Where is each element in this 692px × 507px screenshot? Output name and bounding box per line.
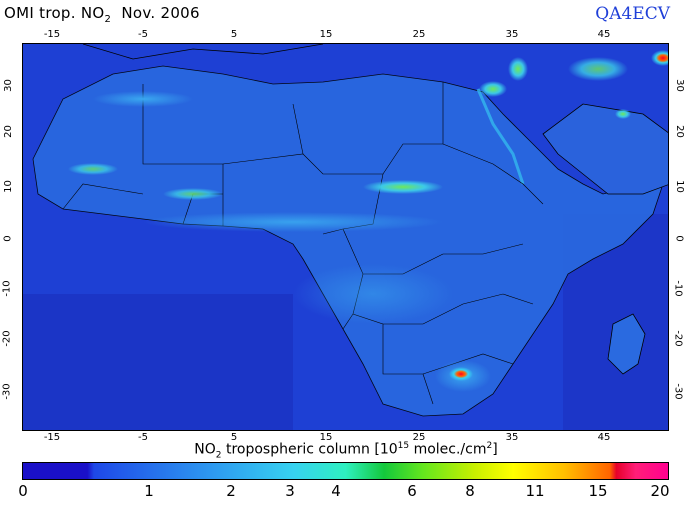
colorbar [22,462,669,480]
colorbar-tick: 11 [525,482,545,500]
west-sahel-hotspot [163,188,223,200]
lon-tick-bottom: 35 [505,432,519,443]
lat-tick-left: 20 [2,125,14,138]
lon-tick-bottom: 45 [597,432,611,443]
lat-tick-right: -20 [672,330,684,347]
lat-tick-right: 10 [673,180,685,193]
cb-label-end: ] [492,441,498,458]
lat-tick-right: 0 [673,235,685,242]
cb-label-no: NO [194,441,216,458]
lat-tick-left: 10 [2,180,14,193]
colorbar-tick: 20 [650,482,670,500]
madagascar [607,313,646,375]
cb-label-sub: 2 [215,450,222,461]
lat-tick-right: 30 [673,79,685,92]
lon-tick-bottom: 5 [230,432,238,443]
europe-coastline [82,44,324,60]
lat-tick-right: -10 [672,280,684,297]
senegal-hotspot [68,163,118,175]
brand-logo: QA4ECV [595,4,670,24]
cb-label-mid: tropospheric column [10 [221,441,398,458]
lon-tick-bottom: 15 [319,432,333,443]
highveld-hotspot [449,367,473,381]
colorbar-tick: 4 [331,482,341,500]
nile-valley [476,88,525,185]
sahel-hotspot [363,180,443,194]
lon-tick-bottom: -15 [43,432,61,443]
gulf-hotspot [568,57,628,81]
atlantic-ocean [23,294,293,430]
mesopotamia-hotspot [651,50,668,66]
colorbar-tick: 3 [285,482,295,500]
colorbar-tick: 2 [226,482,236,500]
riyadh-hotspot [615,109,631,119]
central-africa-band [293,264,453,324]
colorbar-tick: 6 [407,482,417,500]
maghreb-band [93,91,193,107]
lat-tick-left: 0 [2,235,14,242]
nile-delta-hotspot [479,81,507,97]
colorbar-tick: 15 [588,482,608,500]
title-date: Nov. 2006 [121,4,200,22]
lon-tick-top: 25 [412,29,426,40]
lat-tick-left: -30 [1,383,13,400]
africa-no2-field [23,44,668,430]
colorbar-label: NO2 tropospheric column [1015 molec./cm2… [0,441,692,460]
lat-tick-left: 30 [2,79,14,92]
cb-label-exp: 15 [397,441,410,451]
cb-label-unit: molec./cm [409,441,487,458]
lon-tick-bottom: -5 [138,432,148,443]
lat-tick-left: -20 [1,330,13,347]
lon-tick-top: 15 [319,29,333,40]
arabian-peninsula [542,103,668,195]
colorbar-tick: 0 [18,482,28,500]
lon-tick-top: 35 [505,29,519,40]
no2-map [22,43,669,431]
lat-tick-left: -10 [1,280,13,297]
lon-tick-top: 5 [230,29,238,40]
lon-tick-top: 45 [597,29,611,40]
lat-tick-right: 20 [673,125,685,138]
sahel-band [143,212,443,232]
title-text: OMI trop. NO [4,4,105,22]
title-subscript: 2 [104,14,112,25]
lon-tick-bottom: 25 [412,432,426,443]
levant-hotspot [508,57,528,81]
colorbar-tick: 1 [144,482,154,500]
lon-tick-top: -5 [138,29,148,40]
map-title: OMI trop. NO2 Nov. 2006 [4,4,200,25]
lon-tick-top: -15 [43,29,61,40]
lat-tick-right: -30 [672,383,684,400]
cb-label-exp2: 2 [486,441,493,451]
colorbar-tick: 8 [465,482,475,500]
